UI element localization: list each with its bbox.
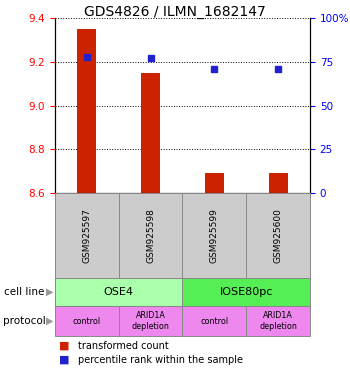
Bar	[141, 73, 160, 193]
Text: ARID1A
depletion: ARID1A depletion	[132, 311, 169, 331]
Text: ARID1A
depletion: ARID1A depletion	[259, 311, 297, 331]
Text: ▶: ▶	[46, 287, 54, 297]
Text: GSM925597: GSM925597	[82, 208, 91, 263]
Text: OSE4: OSE4	[104, 287, 134, 297]
Text: cell line: cell line	[4, 287, 44, 297]
Text: IOSE80pc: IOSE80pc	[219, 287, 273, 297]
Text: ▶: ▶	[46, 316, 54, 326]
Bar	[77, 29, 97, 193]
Text: control: control	[200, 316, 229, 326]
Text: GSM925598: GSM925598	[146, 208, 155, 263]
Text: control: control	[73, 316, 101, 326]
Text: transformed count: transformed count	[78, 341, 168, 351]
Text: percentile rank within the sample: percentile rank within the sample	[78, 355, 243, 365]
Text: ■: ■	[58, 355, 69, 365]
Text: GSM925599: GSM925599	[210, 208, 219, 263]
Text: GDS4826 / ILMN_1682147: GDS4826 / ILMN_1682147	[84, 5, 266, 19]
Text: GSM925600: GSM925600	[274, 208, 283, 263]
Bar	[268, 173, 288, 193]
Text: ■: ■	[58, 341, 69, 351]
Bar	[205, 173, 224, 193]
Text: protocol: protocol	[4, 316, 46, 326]
